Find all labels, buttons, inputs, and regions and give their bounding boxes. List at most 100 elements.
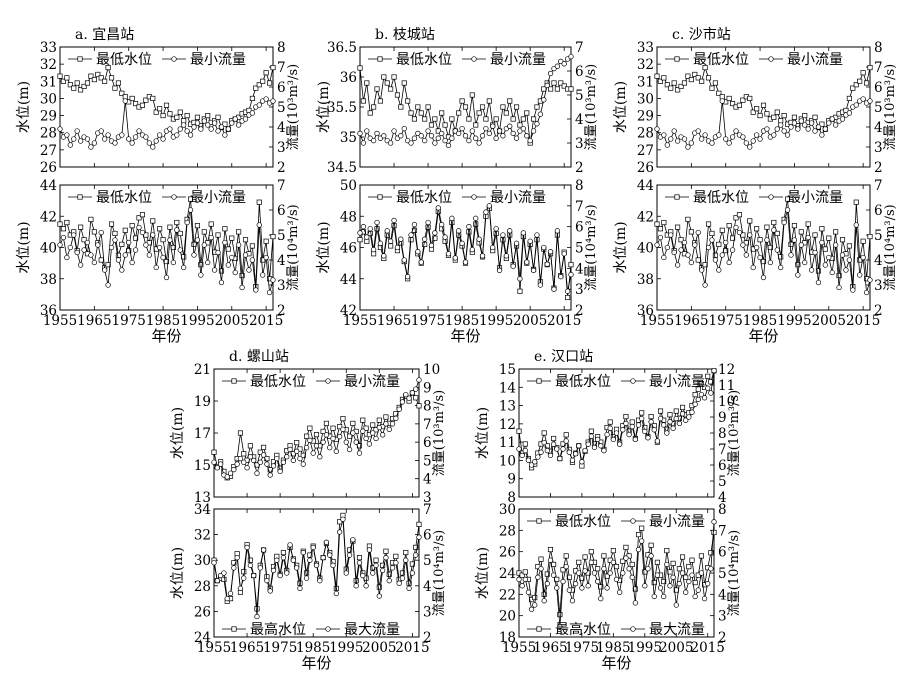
- data-point: [445, 251, 452, 257]
- data-point: [60, 78, 66, 84]
- y-tick-label: 28: [499, 523, 516, 539]
- data-point: [108, 75, 115, 81]
- data-point: [740, 242, 746, 248]
- data-point: [588, 559, 594, 565]
- data-point: [64, 132, 70, 138]
- data-point: [839, 237, 846, 243]
- y2-tick-label: 5: [718, 566, 727, 582]
- data-point: [373, 435, 379, 442]
- x-tick-label: 2015: [547, 313, 581, 329]
- data-point: [541, 97, 547, 103]
- data-point: [340, 516, 346, 522]
- y-tick-label: 27: [637, 143, 654, 159]
- y2-tick-label: 6: [277, 203, 286, 219]
- data-point: [490, 123, 496, 129]
- data-point: [198, 262, 204, 268]
- data-point: [160, 237, 166, 243]
- data-point: [681, 239, 688, 246]
- data-point: [300, 452, 306, 458]
- series-1: [211, 377, 422, 480]
- y2-tick-label: 7: [423, 502, 432, 518]
- data-point: [626, 566, 632, 572]
- y-tick-label: 35: [340, 130, 357, 146]
- data-point: [764, 126, 770, 132]
- data-point: [711, 367, 717, 374]
- data-point: [532, 459, 538, 465]
- data-point: [181, 264, 187, 271]
- data-point: [377, 240, 384, 246]
- data-point: [263, 70, 269, 76]
- data-point: [119, 90, 125, 96]
- data-point: [198, 126, 204, 132]
- data-point: [829, 116, 835, 122]
- data-point: [616, 589, 623, 595]
- data-point: [832, 242, 839, 248]
- data-point: [108, 221, 115, 227]
- y-tick-label: 31: [637, 74, 654, 90]
- legend: 最低水位 最小流量: [527, 374, 705, 390]
- data-point: [750, 264, 756, 271]
- data-point: [604, 585, 610, 591]
- y2-axis-label: 流量(10⁴m³/s): [286, 204, 301, 291]
- data-point: [812, 114, 818, 120]
- y2-tick-label: 3: [277, 140, 286, 156]
- data-point: [750, 138, 756, 144]
- data-point: [764, 237, 770, 243]
- data-point: [391, 128, 397, 134]
- data-point: [112, 237, 118, 243]
- data-point: [247, 557, 253, 563]
- data-point: [194, 114, 200, 120]
- legend-entry-label: 最大流量: [649, 622, 705, 638]
- data-point: [313, 432, 320, 438]
- y-axis-label: 水位(m): [475, 547, 491, 599]
- data-point: [122, 94, 128, 100]
- data-point: [102, 267, 108, 273]
- data-point: [712, 257, 719, 263]
- data-point: [701, 595, 708, 602]
- y-tick-label: 36: [340, 70, 357, 86]
- data-point: [692, 242, 698, 248]
- data-point: [313, 562, 320, 568]
- data-point: [401, 80, 407, 86]
- y2-tick-label: 11: [718, 378, 735, 394]
- y2-tick-label: 2: [575, 160, 584, 176]
- data-point: [205, 113, 211, 119]
- data-point: [119, 241, 125, 247]
- data-point: [270, 463, 277, 469]
- legend-entry-marker: [325, 626, 331, 632]
- data-point: [709, 230, 715, 236]
- data-point: [692, 71, 698, 77]
- y2-axis-label: 流量(10⁴m³/s): [584, 204, 599, 291]
- y-tick-label: 26: [499, 545, 516, 561]
- data-point: [805, 221, 811, 227]
- data-point: [723, 239, 729, 246]
- data-point: [576, 443, 582, 449]
- data-point: [563, 563, 569, 570]
- data-point: [486, 98, 492, 104]
- data-point: [408, 232, 414, 238]
- data-point: [753, 132, 760, 138]
- data-point: [493, 135, 499, 141]
- data-point: [705, 373, 711, 379]
- data-point: [393, 415, 399, 422]
- data-point: [459, 240, 465, 246]
- data-point: [432, 230, 438, 236]
- series-0: [57, 196, 276, 290]
- data-point: [757, 237, 763, 243]
- data-point: [507, 228, 513, 234]
- data-point: [320, 428, 326, 434]
- data-point: [205, 122, 211, 128]
- data-point: [522, 447, 528, 454]
- data-point: [503, 253, 509, 259]
- y2-tick-label: 5: [575, 88, 584, 104]
- data-point: [187, 132, 194, 138]
- data-point: [541, 430, 547, 436]
- data-point: [146, 252, 152, 258]
- data-point: [222, 226, 228, 232]
- data-point: [771, 132, 777, 138]
- data-point: [500, 104, 506, 110]
- data-point: [784, 132, 791, 138]
